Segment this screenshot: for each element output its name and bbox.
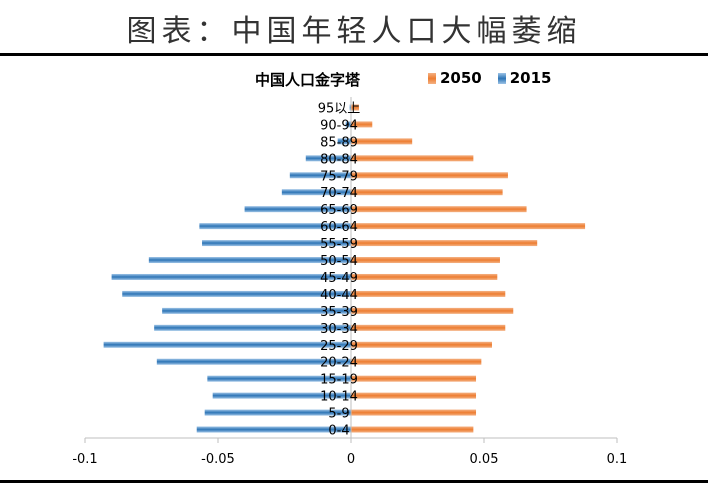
- bar-2050-90-94: [351, 121, 373, 128]
- bar-2015-95以上: [349, 104, 351, 111]
- category-label-70-74: 70-74: [320, 186, 358, 201]
- category-label-5-9: 5-9: [328, 407, 349, 422]
- bar-2015-60-64: [199, 223, 351, 230]
- bar-2050-85-89: [351, 138, 413, 145]
- legend-label-2015: 2015: [509, 69, 552, 87]
- category-label-95以上: 95以上: [318, 101, 361, 116]
- bar-2050-75-79: [351, 172, 508, 179]
- bar-2050-70-74: [351, 189, 503, 196]
- bar-2050-30-34: [351, 324, 506, 331]
- bar-2015-90-94: [345, 121, 351, 128]
- bar-2050-10-14: [351, 392, 477, 399]
- x-tick-label: -0.05: [201, 452, 235, 467]
- bar-2050-0-4: [351, 426, 474, 433]
- page-title: 图表：中国年轻人口大幅萎缩: [126, 14, 582, 49]
- category-label-65-69: 65-69: [320, 203, 358, 218]
- legend-label-2050: 2050: [440, 69, 482, 87]
- bar-2015-65-69: [244, 206, 351, 213]
- bar-2050-95以上: [351, 104, 359, 111]
- bar-2015-40-44: [122, 290, 352, 297]
- bar-2050-40-44: [351, 290, 506, 297]
- legend-swatch-2015: [497, 72, 506, 84]
- category-label-40-44: 40-44: [320, 288, 358, 303]
- category-label-25-29: 25-29: [320, 339, 358, 354]
- chart-legend: 2050 2015: [428, 69, 568, 87]
- category-label-50-54: 50-54: [320, 254, 358, 269]
- bar-2015-35-39: [162, 307, 351, 314]
- bar-2050-25-29: [351, 341, 492, 348]
- category-label-10-14: 10-14: [320, 390, 358, 405]
- bar-2015-30-34: [154, 324, 351, 331]
- category-label-75-79: 75-79: [320, 169, 358, 184]
- legend-swatch-2050: [428, 72, 436, 84]
- bar-2015-10-14: [212, 392, 351, 399]
- bar-2050-45-49: [351, 273, 498, 280]
- bar-2015-80-84: [305, 155, 351, 162]
- bar-2015-5-9: [204, 409, 351, 416]
- bar-2050-20-24: [351, 358, 482, 365]
- bar-2015-20-24: [156, 358, 351, 365]
- bar-2050-35-39: [351, 307, 514, 314]
- x-tick-label: 0: [347, 452, 355, 467]
- bar-2050-50-54: [351, 257, 500, 264]
- bar-2015-45-49: [111, 273, 351, 280]
- category-label-20-24: 20-24: [320, 356, 358, 371]
- category-label-60-64: 60-64: [320, 220, 358, 235]
- category-label-0-4: 0-4: [328, 424, 349, 439]
- bar-2015-75-79: [289, 172, 351, 179]
- bar-2015-0-4: [196, 426, 351, 433]
- category-label-85-89: 85-89: [320, 135, 358, 150]
- bar-2015-70-74: [281, 189, 351, 196]
- category-label-35-39: 35-39: [320, 305, 358, 320]
- bar-2050-80-84: [351, 155, 474, 162]
- bar-2015-15-19: [207, 375, 351, 382]
- x-tick-label: 0.1: [607, 452, 628, 467]
- bar-2050-55-59: [351, 240, 538, 247]
- bar-2015-85-89: [337, 138, 351, 145]
- x-tick-label: 0.05: [470, 452, 499, 467]
- bar-2050-5-9: [351, 409, 477, 416]
- x-tick-label: -0.1: [72, 452, 97, 467]
- title-divider: [0, 53, 708, 56]
- bar-2015-50-54: [148, 257, 351, 264]
- bar-2015-25-29: [103, 341, 352, 348]
- category-label-80-84: 80-84: [320, 152, 358, 167]
- category-label-30-34: 30-34: [320, 322, 358, 337]
- bar-2050-15-19: [351, 375, 477, 382]
- category-label-45-49: 45-49: [320, 271, 358, 286]
- legend-entry-2050: 2050: [428, 69, 482, 87]
- bar-2050-60-64: [351, 223, 586, 230]
- bottom-divider: [0, 480, 708, 483]
- legend-entry-2015: 2015: [497, 69, 552, 87]
- bar-2015-55-59: [202, 240, 351, 247]
- category-label-55-59: 55-59: [320, 237, 358, 252]
- category-label-15-19: 15-19: [320, 373, 358, 388]
- chart-title: 中国人口金字塔: [255, 71, 361, 89]
- bar-2050-65-69: [351, 206, 527, 213]
- category-label-90-94: 90-94: [320, 118, 358, 133]
